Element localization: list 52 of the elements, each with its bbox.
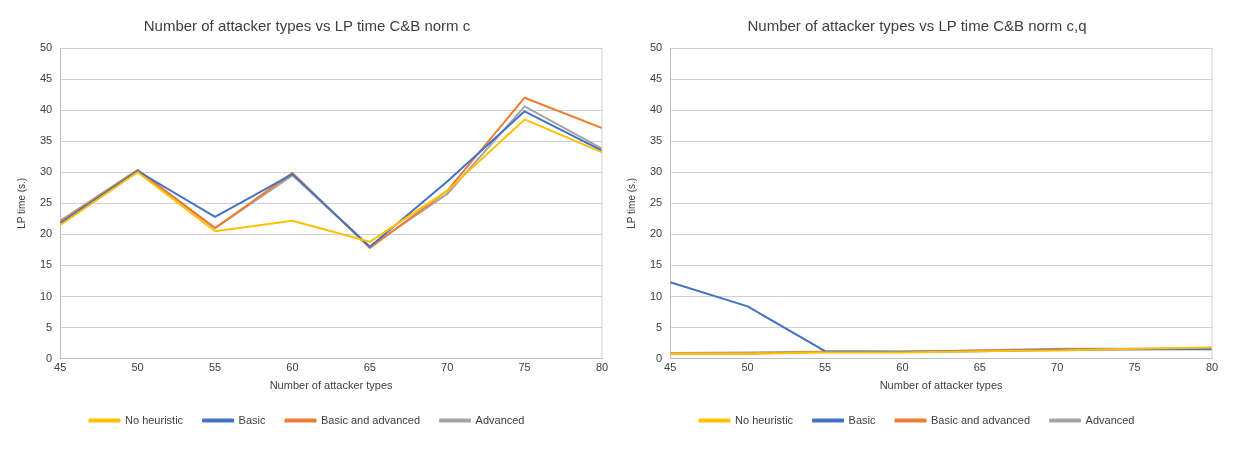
y-tick-label: 50: [39, 41, 53, 54]
x-axis-title: Number of attacker types: [269, 379, 394, 392]
legend-label: Basic and advanced: [320, 413, 421, 426]
y-tick-label: 5: [46, 320, 53, 333]
legend-label: No heuristic: [125, 413, 184, 426]
x-tick-label: 55: [208, 361, 222, 374]
x-tick-label: 60: [896, 361, 909, 374]
legend-label: Advanced: [1085, 413, 1135, 426]
y-tick-label: 40: [39, 103, 53, 116]
x-tick-label: 55: [818, 361, 832, 374]
x-tick-label: 45: [664, 361, 677, 374]
legend-label: Basic and advanced: [930, 413, 1031, 426]
y-tick-label: 10: [649, 289, 663, 302]
chart-title: Number of attacker types vs LP time C&B norm c,q: [747, 17, 1087, 35]
legend-label: Basic: [238, 413, 266, 426]
y-tick-label: 20: [39, 227, 53, 240]
y-axis-title: LP time (s.): [625, 177, 637, 229]
y-tick-label: 20: [649, 227, 663, 240]
y-tick-label: 40: [649, 103, 663, 116]
x-tick-label: 80: [1205, 361, 1219, 374]
x-tick-label: 65: [363, 361, 376, 374]
y-tick-label: 35: [39, 134, 53, 147]
x-tick-label: 80: [595, 361, 609, 374]
y-tick-label: 0: [46, 351, 53, 364]
y-tick-label: 10: [39, 289, 53, 302]
y-tick-label: 35: [649, 134, 663, 147]
x-tick-label: 45: [54, 361, 67, 374]
y-tick-label: 25: [39, 196, 53, 209]
y-tick-label: 15: [649, 258, 663, 271]
y-tick-label: 45: [649, 72, 663, 85]
y-tick-label: 15: [39, 258, 53, 271]
x-axis-title: Number of attacker types: [879, 379, 1004, 392]
x-tick-label: 60: [286, 361, 299, 374]
x-tick-label: 75: [1128, 361, 1141, 374]
y-tick-label: 30: [649, 165, 663, 178]
x-tick-label: 50: [741, 361, 754, 374]
y-tick-label: 5: [656, 320, 663, 333]
legend-label: Advanced: [475, 413, 525, 426]
y-tick-label: 0: [656, 351, 663, 364]
x-tick-label: 50: [131, 361, 144, 374]
y-axis-title: LP time (s.): [15, 177, 27, 229]
x-tick-label: 75: [518, 361, 531, 374]
y-tick-label: 50: [649, 41, 663, 54]
y-tick-label: 30: [39, 165, 53, 178]
y-tick-label: 45: [39, 72, 53, 85]
x-tick-label: 70: [1051, 361, 1064, 374]
x-tick-label: 70: [441, 361, 454, 374]
x-tick-label: 65: [973, 361, 986, 374]
legend-label: No heuristic: [735, 413, 794, 426]
chart-title: Number of attacker types vs LP time C&B norm c: [143, 17, 471, 35]
y-tick-label: 25: [649, 196, 663, 209]
legend-label: Basic: [848, 413, 876, 426]
